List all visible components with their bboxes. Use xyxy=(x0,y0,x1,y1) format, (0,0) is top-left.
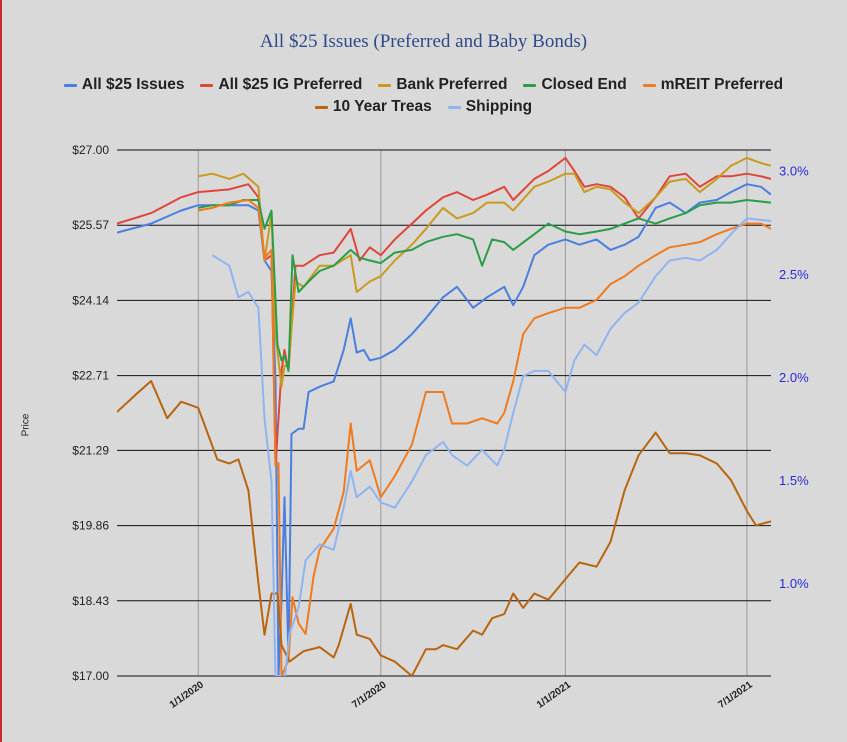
y-tick-label-right: 1.5% xyxy=(779,473,809,488)
legend-swatch xyxy=(378,83,392,87)
y-tick-label-left: $27.00 xyxy=(72,143,109,157)
x-tick-label: 7/1/2021 xyxy=(716,679,755,711)
legend-label: Bank Preferred xyxy=(396,76,508,93)
y-tick-label-left: $17.00 xyxy=(72,669,109,683)
y-tick-label-left: $19.86 xyxy=(72,519,109,533)
y-tick-label-right: 2.5% xyxy=(779,267,809,282)
series-line-shipping xyxy=(211,217,771,676)
legend-swatch xyxy=(447,105,461,109)
legend-item-mreit-preferred[interactable]: mREIT Preferred xyxy=(642,76,784,94)
legend-swatch xyxy=(523,83,537,87)
x-tick-label: 1/1/2021 xyxy=(535,679,574,711)
x-tick-label: 7/1/2020 xyxy=(350,679,389,711)
legend-label: All $25 Issues xyxy=(81,76,185,93)
legend-swatch xyxy=(63,83,77,87)
legend-item-10-year-treas[interactable]: 10 Year Treas xyxy=(314,98,432,116)
series-line-mreit-preferred xyxy=(198,199,771,676)
legend-swatch xyxy=(314,105,328,109)
legend-label: 10 Year Treas xyxy=(332,98,432,115)
legend-row-1: All $25 Issues All $25 IG Preferred Bank… xyxy=(0,76,847,94)
legend-swatch xyxy=(200,83,214,87)
series-line-10-year-treas xyxy=(117,380,771,676)
y-tick-label-right: 1.0% xyxy=(779,576,809,591)
window-edge xyxy=(0,0,2,742)
legend-label: Shipping xyxy=(465,98,533,115)
legend-item-shipping[interactable]: Shipping xyxy=(447,98,533,116)
legend-label: All $25 IG Preferred xyxy=(218,76,363,93)
legend-item-ig-preferred[interactable]: All $25 IG Preferred xyxy=(200,76,362,94)
y-tick-label-left: $18.43 xyxy=(72,594,109,608)
legend-item-all-25-issues[interactable]: All $25 Issues xyxy=(63,76,185,94)
series-line-closed-end xyxy=(198,199,771,372)
series-line-bank-preferred xyxy=(198,156,771,388)
legend-swatch xyxy=(642,83,656,87)
y-tick-label-right: 2.0% xyxy=(779,370,809,385)
legend-row-2: 10 Year Treas Shipping xyxy=(0,98,847,116)
y-tick-label-left: $21.29 xyxy=(72,443,109,457)
legend-label: Closed End xyxy=(541,76,627,93)
y-tick-label-right: 3.0% xyxy=(779,164,809,179)
chart-title: All $25 Issues (Preferred and Baby Bonds… xyxy=(259,31,588,52)
y-tick-label-left: $24.14 xyxy=(72,293,109,307)
x-tick-label: 1/1/2020 xyxy=(168,679,207,711)
y-tick-label-left: $25.57 xyxy=(72,218,109,232)
legend-item-bank-preferred[interactable]: Bank Preferred xyxy=(378,76,507,94)
y-tick-label-left: $22.71 xyxy=(72,369,109,383)
legend-label: mREIT Preferred xyxy=(660,76,784,93)
legend-item-closed-end[interactable]: Closed End xyxy=(523,76,627,94)
